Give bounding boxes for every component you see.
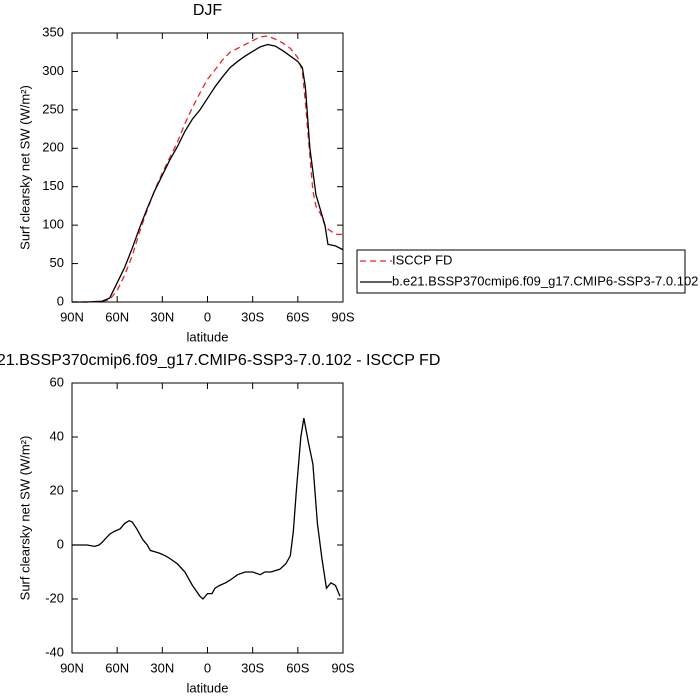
chart-title: DJF [193,2,223,19]
chart-title: b.e21.BSSP370cmip6.f09_g17.CMIP6-SSP3-7.… [0,352,440,369]
x-tick-label: 60S [286,309,309,324]
data-line [72,43,344,303]
y-axis-label: Surf clearsky net SW (W/m²) [17,436,32,601]
y-tick-label: 150 [42,178,64,193]
y-tick-label: 0 [57,536,64,551]
x-axis-label: latitude [187,680,229,695]
x-tick-label: 90S [331,660,354,675]
x-tick-label: 90N [60,309,84,324]
legend-label: b.e21.BSSP370cmip6.f09_g17.CMIP6-SSP3-7.… [392,273,698,288]
x-tick-label: 0 [204,660,211,675]
x-tick-label: 60N [105,660,129,675]
x-tick-label: 30S [241,660,264,675]
x-tick-label: 0 [204,309,211,324]
y-tick-label: 20 [50,482,64,497]
x-tick-label: 90N [60,660,84,675]
x-tick-label: 90S [331,309,354,324]
y-tick-label: -40 [45,644,64,659]
y-tick-label: 350 [42,24,64,39]
legend-box [356,249,686,294]
x-tick-label: 60N [105,309,129,324]
y-tick-label: 0 [57,293,64,308]
x-axis-label: latitude [187,329,229,344]
data-line [72,417,341,600]
x-tick-label: 30N [150,309,174,324]
x-tick-label: 30N [150,660,174,675]
y-axis-label: Surf clearsky net SW (W/m²) [17,85,32,250]
legend-label: ISCCP FD [392,252,452,267]
y-tick-label: 40 [50,428,64,443]
y-tick-label: -20 [45,590,64,605]
y-tick-label: 100 [42,217,64,232]
x-tick-label: 30S [241,309,264,324]
x-tick-label: 60S [286,660,309,675]
y-tick-label: 200 [42,140,64,155]
y-tick-label: 60 [50,374,64,389]
y-tick-label: 300 [42,63,64,78]
y-tick-label: 250 [42,101,64,116]
y-tick-label: 50 [50,255,64,270]
data-line [72,35,343,303]
